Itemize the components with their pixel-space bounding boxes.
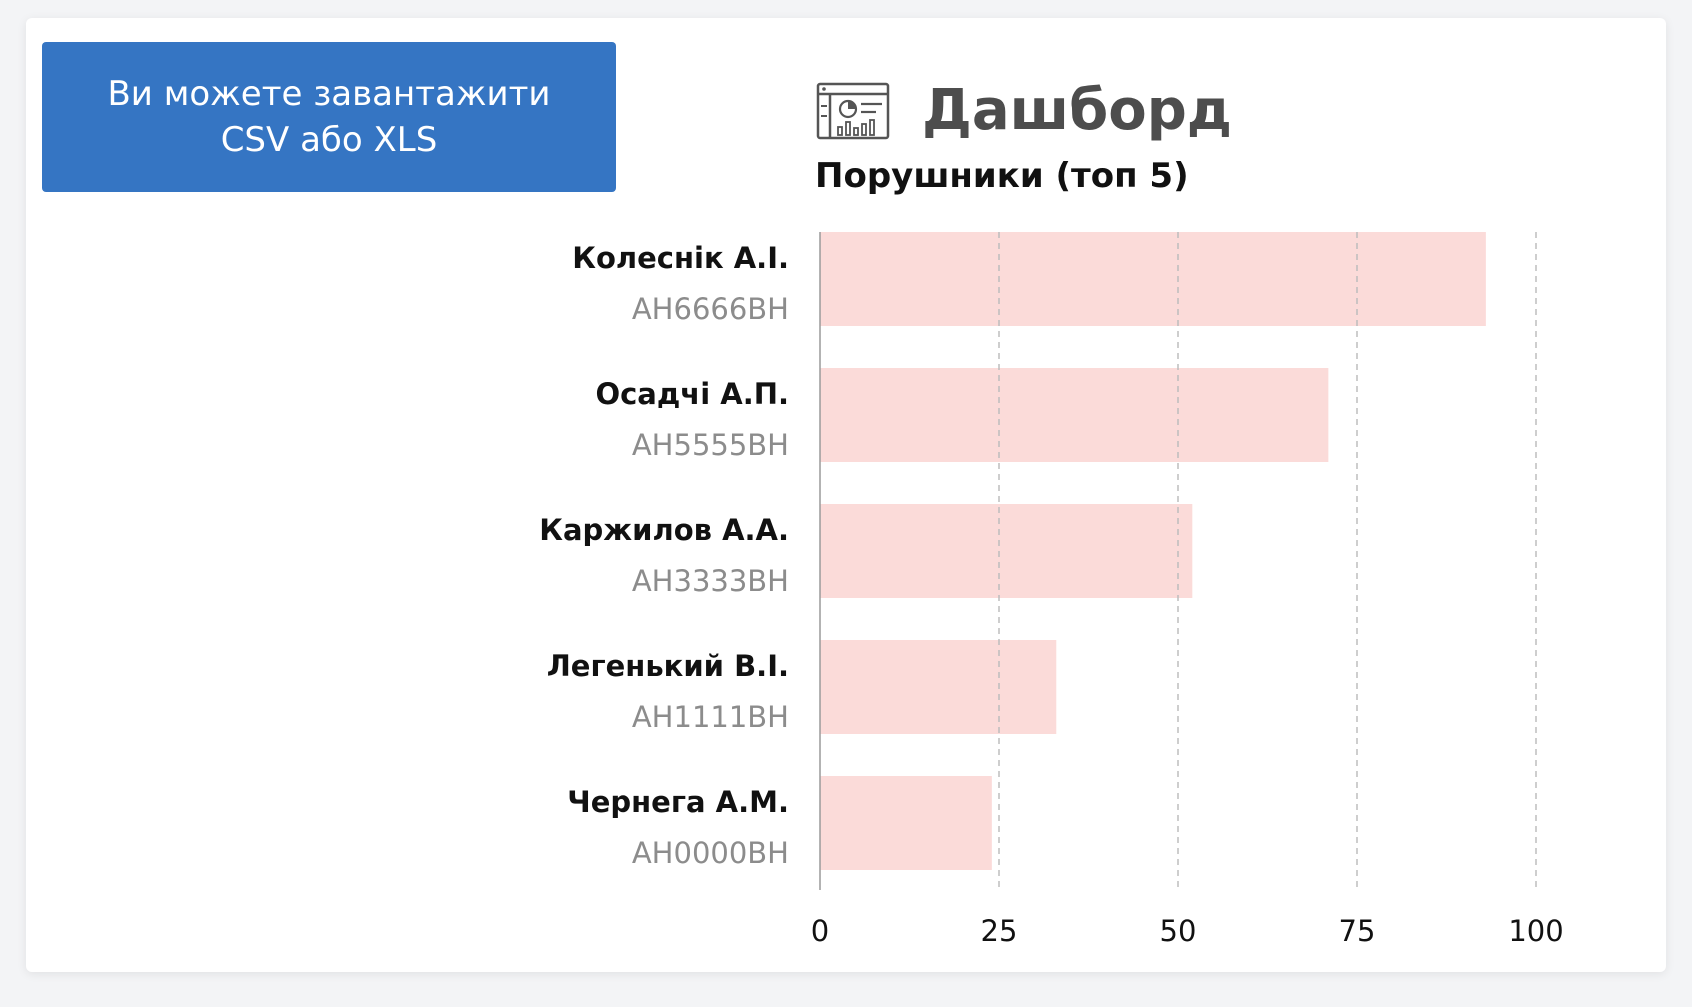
banner-text: Ви можете завантажити CSV або XLS	[107, 74, 551, 160]
dashboard-icon	[816, 82, 890, 140]
dashboard-title: Дашборд	[922, 78, 1233, 143]
upload-csv-xls-banner[interactable]: Ви можете завантажити CSV або XLS	[42, 42, 616, 192]
chart-title: Порушники (топ 5)	[815, 156, 1189, 196]
